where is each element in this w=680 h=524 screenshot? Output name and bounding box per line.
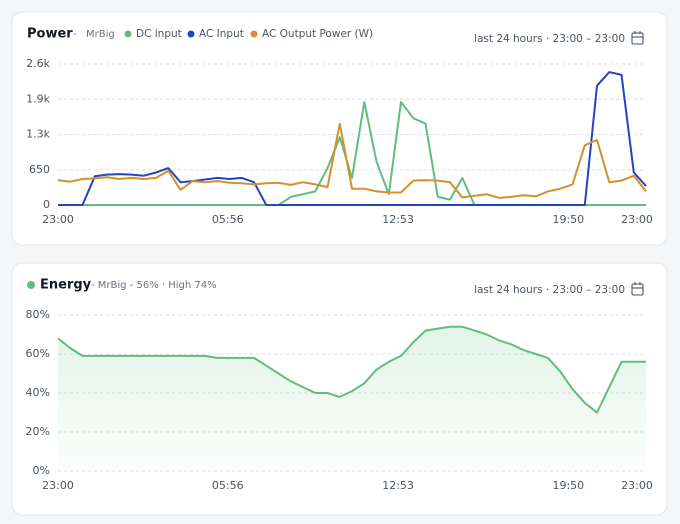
legend-dot <box>187 30 195 38</box>
line <box>57 122 647 199</box>
y-tick-label: 60% <box>26 347 50 360</box>
x-tick-label: 23:00 <box>621 479 653 492</box>
line <box>58 71 647 206</box>
y-tick-label: 650 <box>29 163 50 176</box>
legend-dot <box>124 30 132 38</box>
legend-label: DC input <box>136 28 182 40</box>
date-range[interactable]: last 24 hours · 23:00 – 23:00 <box>474 284 625 296</box>
subtitle: - MrBig - 56% · High 74% <box>91 280 217 291</box>
energy-dot <box>27 281 35 289</box>
area <box>58 326 646 471</box>
x-tick-label: 23:00 <box>42 479 74 492</box>
card-title: Energy <box>40 278 92 293</box>
card-title: Power <box>27 27 73 42</box>
line <box>57 325 646 414</box>
subtitle: MrBig <box>86 29 115 40</box>
y-tick-label: 40% <box>26 386 50 399</box>
x-tick-label: 19:50 <box>552 213 584 226</box>
x-tick-label: 23:00 <box>42 213 74 226</box>
x-tick-label: 05:56 <box>212 479 244 492</box>
calendar-icon[interactable] <box>631 282 644 296</box>
y-tick-label: 1.9k <box>26 92 50 105</box>
x-tick-label: 05:56 <box>212 213 244 226</box>
y-tick-label: 80% <box>26 308 50 321</box>
calendar-icon[interactable] <box>631 31 644 45</box>
x-tick-label: 19:50 <box>552 479 584 492</box>
legend-dot <box>250 30 258 38</box>
x-tick-label: 12:53 <box>382 213 414 226</box>
y-tick-label: 0% <box>33 464 50 477</box>
date-range[interactable]: last 24 hours · 23:00 – 23:00 <box>474 33 625 45</box>
y-tick-label: 0 <box>43 198 50 211</box>
y-tick-label: 20% <box>26 425 50 438</box>
y-tick-label: 2.6k <box>26 57 50 70</box>
legend-label: AC Output Power (W) <box>262 28 373 40</box>
x-tick-label: 23:00 <box>621 213 653 226</box>
legend-label: AC Input <box>199 28 244 40</box>
x-tick-label: 12:53 <box>382 479 414 492</box>
separator: - <box>73 29 77 40</box>
y-tick-label: 1.3k <box>26 128 50 141</box>
